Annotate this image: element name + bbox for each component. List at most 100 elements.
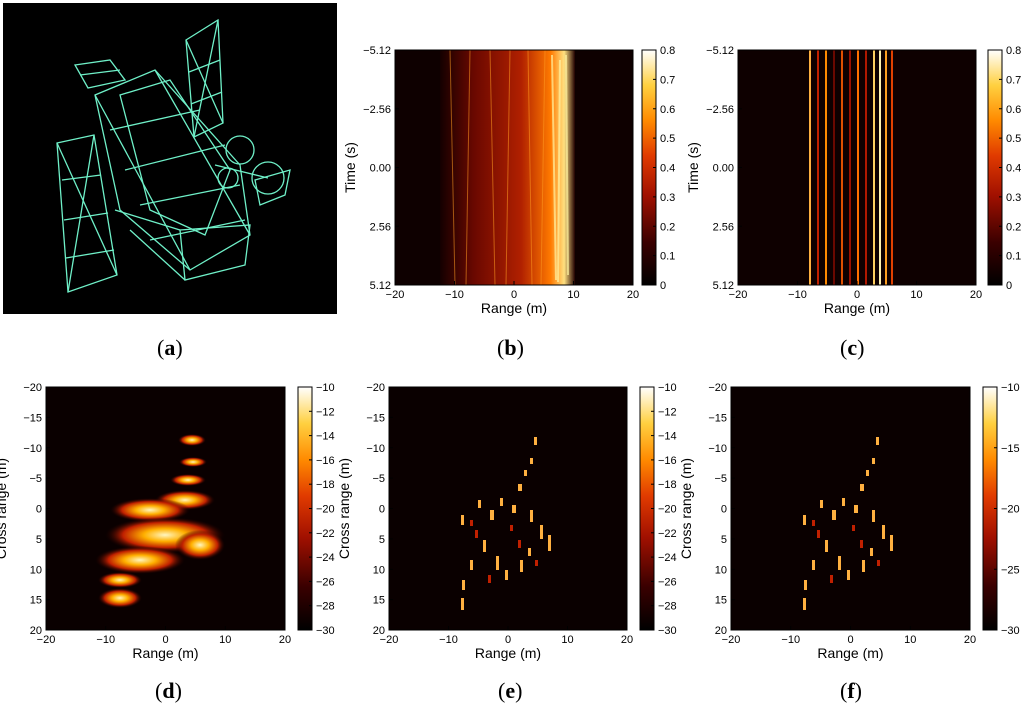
- panel-e-ytick-label: −20: [366, 382, 385, 394]
- panel-e-colorbar-tick-label: −28: [658, 601, 677, 613]
- panel-d-xtick-label: 10: [219, 634, 231, 646]
- panel-e: [388, 386, 628, 631]
- panel-c-colorbar-tick-label: 0.5: [1006, 133, 1021, 145]
- panel-e-ytick-label: 0: [379, 504, 385, 516]
- panel-e-ytick-label: 15: [373, 595, 385, 607]
- panel-d-xtick-label: 0: [162, 634, 168, 646]
- panel-c-ytick-label: −5.12: [706, 45, 734, 57]
- panel-e-xtick-label: −20: [380, 634, 399, 646]
- panel-c-colorbar-tick-label: 0.6: [1006, 104, 1021, 116]
- panel-b-colorbar-tick-label: 0.6: [660, 104, 675, 116]
- panel-b-xtick-label: −20: [386, 289, 405, 301]
- panel-d-ytick-label: 10: [30, 564, 42, 576]
- panel-b-xtick-label: −10: [445, 289, 464, 301]
- panel-c-ytick-label: 0.00: [713, 163, 734, 175]
- panel-d-xtick-label: −20: [37, 634, 56, 646]
- caption-a: (a): [157, 335, 183, 360]
- panel-c-xlabel: Range (m): [824, 300, 890, 316]
- panel-f-xtick-label: −20: [722, 634, 741, 646]
- satellite-wireframe-image: [56, 18, 291, 293]
- panel-e-colorbar-tick-label: −18: [658, 479, 677, 491]
- panel-e-colorbar-tick-label: −20: [658, 504, 677, 516]
- panel-d-ytick-label: 0: [36, 504, 42, 516]
- panel-f-xtick-label: 0: [847, 634, 853, 646]
- panel-e-ylabel: Cross range (m): [336, 458, 352, 559]
- panel-d-colorbar-tick-label: −26: [316, 576, 335, 588]
- panel-b-colorbar-tick-label: 0.1: [660, 251, 675, 263]
- panel-c-xtick-label: 10: [910, 289, 922, 301]
- panel-c-colorbar-tick-label: 0.3: [1006, 192, 1021, 204]
- panel-f-colorbar-tick-label: −25: [1001, 564, 1020, 576]
- panel-c-colorbar-tick-label: 0.2: [1006, 221, 1021, 233]
- panel-e-colorbar-tick-label: −24: [658, 552, 677, 564]
- panel-d-ytick-label: −10: [23, 443, 42, 455]
- panel-f-ytick-label: 10: [715, 564, 727, 576]
- panel-e-xtick-label: 0: [505, 634, 511, 646]
- panel-d-colorbar-tick-label: −16: [316, 455, 335, 467]
- panel-e-xlabel: Range (m): [475, 645, 541, 661]
- panel-b-ytick-label: 5.12: [370, 280, 391, 292]
- caption-e: (e): [498, 678, 523, 703]
- panel-b-colorbar-tick-label: 0.5: [660, 133, 675, 145]
- panel-e-xtick-label: −10: [439, 634, 458, 646]
- panel-f-xtick-label: 20: [964, 634, 976, 646]
- panel-f-ytick-label: −5: [714, 473, 727, 485]
- panel-b-ylabel: Time (s): [342, 142, 358, 193]
- panel-c: [737, 49, 977, 286]
- caption-d: (d): [155, 678, 182, 703]
- panel-c-xtick-label: 0: [854, 289, 860, 301]
- panel-f-ytick-label: 5: [721, 534, 727, 546]
- panel-c-ytick-label: −2.56: [706, 104, 734, 116]
- panel-e-colorbar-tick-label: −22: [658, 528, 677, 540]
- panel-b-colorbar-tick-label: 0.2: [660, 221, 675, 233]
- panel-c-ytick-label: 2.56: [713, 221, 734, 233]
- panel-d-colorbar-tick-label: −12: [316, 406, 335, 418]
- panel-b-colorbar-tick-label: 0.4: [660, 163, 675, 175]
- panel-d-colorbar-tick-label: −10: [316, 382, 335, 394]
- panel-e-xtick-label: 20: [621, 634, 633, 646]
- panel-e-colorbar-tick-label: −12: [658, 406, 677, 418]
- panel-e-xtick-label: 10: [561, 634, 573, 646]
- panel-e-colorbar-tick-label: −26: [658, 576, 677, 588]
- panel-f-colorbar-tick-label: −15: [1001, 443, 1020, 455]
- panel-d: [45, 386, 286, 631]
- panel-d-colorbar-tick-label: −24: [316, 552, 335, 564]
- panel-e-colorbar-tick-label: −30: [658, 625, 677, 637]
- panel-d-colorbar-tick-label: −20: [316, 504, 335, 516]
- panel-e-ytick-label: −10: [366, 443, 385, 455]
- panel-f-xtick-label: −10: [781, 634, 800, 646]
- panel-c-xtick-label: 20: [970, 289, 982, 301]
- panel-f-ytick-label: 20: [715, 625, 727, 637]
- panel-e-ytick-label: −15: [366, 412, 385, 424]
- panel-f-heatmap: [731, 387, 970, 630]
- panel-d-ytick-label: −20: [23, 382, 42, 394]
- panel-d-colorbar-tick-label: −28: [316, 601, 335, 613]
- caption-b: (b): [497, 335, 524, 360]
- panel-e-ytick-label: 20: [373, 625, 385, 637]
- panel-d-ytick-label: −5: [29, 473, 42, 485]
- panel-d-ytick-label: 20: [30, 625, 42, 637]
- panel-c-colorbar-tick-label: 0.8: [1006, 45, 1021, 57]
- panel-b-xtick-label: 0: [511, 289, 517, 301]
- panel-b-colorbar-tick-label: 0.3: [660, 192, 675, 204]
- panel-d-ytick-label: 15: [30, 595, 42, 607]
- axes-layer: −20 −10 0 10 20 −5.12 −2.56 0.00 2.56 5.12 Range (…: [0, 45, 1021, 661]
- panel-c-xtick-label: −10: [788, 289, 807, 301]
- panel-d-heatmap: [46, 387, 285, 630]
- panel-e-ytick-label: 10: [373, 564, 385, 576]
- panel-c-xtick-label: −20: [729, 289, 748, 301]
- panel-d-xlabel: Range (m): [132, 645, 198, 661]
- panel-b-ytick-label: 0.00: [370, 163, 391, 175]
- panel-d-colorbar-tick-label: −14: [316, 431, 335, 443]
- panel-f-ytick-label: −10: [708, 443, 727, 455]
- panel-d-ytick-label: 5: [36, 534, 42, 546]
- panel-f-xlabel: Range (m): [817, 645, 883, 661]
- panel-b-ytick-label: −2.56: [363, 104, 391, 116]
- panel-f-ytick-label: 15: [715, 595, 727, 607]
- panel-c-ylabel: Time (s): [685, 142, 701, 193]
- panel-b-xtick-label: 10: [567, 289, 579, 301]
- panel-f-ytick-label: −15: [708, 412, 727, 424]
- panel-e-ytick-label: −5: [372, 473, 385, 485]
- panel-b-xlabel: Range (m): [481, 300, 547, 316]
- panel-f-xtick-label: 10: [904, 634, 916, 646]
